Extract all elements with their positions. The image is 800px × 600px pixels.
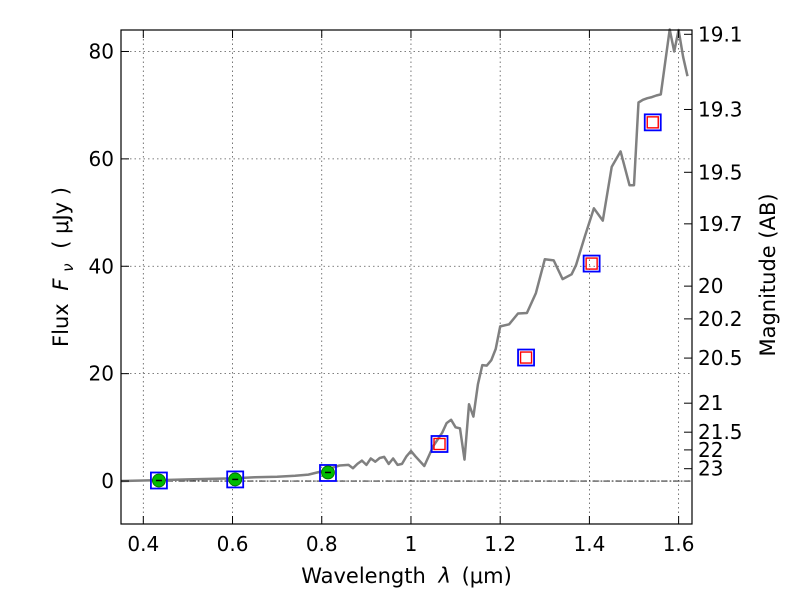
y-tick-label: 60	[89, 147, 114, 171]
right-tick-label: 20.2	[698, 307, 743, 331]
ticks: 0.4 0.6 0.8 1 1.2 1.4 1.6 0 20 40 60 80 19.1 19.3 19.5…	[89, 22, 743, 556]
y-axis-label-subscript: ν	[59, 263, 77, 271]
right-tick-label: 22	[698, 438, 723, 462]
y-axis-label-unit: ( μJy )	[49, 187, 73, 249]
right-tick-label: 20.5	[698, 346, 743, 370]
photometry-markers	[150, 113, 662, 490]
x-tick-label: 0.6	[217, 532, 249, 556]
model-point-red	[433, 437, 446, 451]
y-axis-label-symbol: F	[49, 278, 73, 291]
right-tick-label: 19.1	[698, 22, 743, 46]
x-axis-label-prefix: Wavelength	[301, 564, 426, 588]
y-tick-label: 20	[89, 362, 114, 386]
model-point-blue	[517, 348, 535, 367]
plot-frame	[120, 29, 693, 525]
right-tick-label: 19.3	[698, 97, 743, 121]
right-tick-label: 21.5	[698, 420, 743, 444]
model-point-blue	[582, 254, 601, 273]
y-axis-label-prefix: Flux	[49, 303, 73, 347]
model-point-red	[519, 351, 533, 364]
x-tick-label: 0.8	[306, 532, 338, 556]
x-axis-label: Wavelength λ (μm)	[301, 564, 512, 588]
x-tick-label: 1	[405, 532, 418, 556]
model-point-blue	[150, 471, 168, 490]
model-point-blue	[226, 470, 245, 489]
y-axis-label: Flux F ν ( μJy )	[49, 187, 78, 347]
x-axis-label-symbol: λ	[437, 564, 450, 588]
model-point-red	[585, 257, 598, 270]
x-tick-label: 1.4	[573, 532, 605, 556]
x-tick-label: 1.6	[663, 532, 695, 556]
right-tick-label: 19.7	[698, 212, 743, 236]
x-tick-label: 0.4	[127, 532, 159, 556]
spectrum-line	[120, 28, 689, 483]
right-tick-label: 20	[698, 274, 723, 298]
right-axis-label: Magnitude (AB)	[756, 193, 780, 356]
model-point-blue	[643, 113, 662, 132]
right-tick-label: 23	[698, 457, 723, 481]
y-tick-label: 40	[89, 254, 114, 278]
right-tick-label: 19.5	[698, 160, 743, 184]
model-point-red	[646, 116, 659, 129]
model-spectrum	[120, 28, 689, 483]
right-tick-label: 21	[698, 391, 723, 415]
model-point-blue	[319, 464, 337, 482]
model-point-blue	[430, 435, 449, 453]
y-tick-label: 80	[89, 39, 114, 63]
y-tick-label: 0	[101, 469, 114, 493]
x-tick-label: 1.2	[484, 532, 516, 556]
x-axis-label-unit: (μm)	[462, 564, 512, 588]
